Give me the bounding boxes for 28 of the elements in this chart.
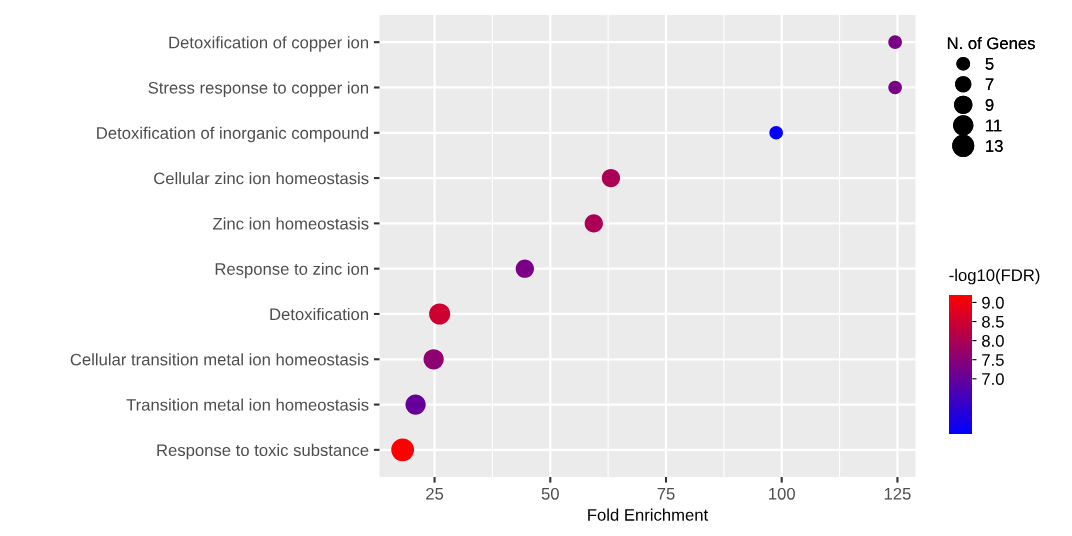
y-tick-label: Response to zinc ion [215, 262, 368, 279]
y-tick-label: Zinc ion homeostasis [213, 217, 369, 230]
color-bar-label: 9.0 [982, 296, 1004, 309]
color-bar-label: 7.0 [982, 373, 1004, 385]
legend-label: 11 [986, 119, 1002, 132]
y-tick-label: Cellular zinc ion homeostasis [154, 172, 369, 185]
y-tick-label: Detoxification of inorganic compound [97, 126, 369, 143]
x-tick-label: 50 [541, 487, 559, 500]
legend-label: 13 [986, 140, 1003, 152]
x-tick-label: 25 [426, 487, 444, 500]
x-axis-title: Fold Enrichment [588, 508, 709, 521]
legend-label: 7 [985, 78, 994, 91]
y-tick-label: Cellular transition metal ion homeostasis [70, 353, 369, 366]
color-bar-label: 8.0 [982, 335, 1004, 347]
x-tick-label: 75 [657, 488, 675, 500]
y-tick-label: Detoxification [270, 307, 368, 321]
color-bar-label: 8.5 [982, 315, 1004, 328]
y-tick-label: Response to toxic substance [157, 443, 369, 460]
color-bar-title: -log10(FDR) [949, 268, 1040, 285]
legend-label: 5 [985, 58, 994, 70]
x-tick-label: 125 [884, 487, 911, 500]
color-bar-label: 7.5 [982, 354, 1004, 366]
y-tick-label: Stress response to copper ion [148, 81, 369, 97]
y-tick-label: Transition metal ion homeostasis [126, 398, 369, 411]
x-tick-label: 100 [769, 487, 795, 500]
legend-title: N. of Genes [947, 36, 1035, 50]
legend-label: 9 [985, 98, 994, 111]
y-tick-label: Detoxification of copper ion [169, 36, 368, 52]
